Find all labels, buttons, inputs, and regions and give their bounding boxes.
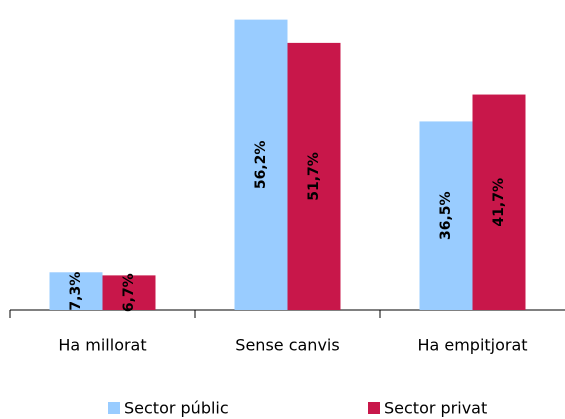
value-label: 7,3% [68, 272, 84, 311]
x-tick-label: Ha empitjorat [417, 336, 527, 355]
bar [472, 94, 526, 310]
value-label: 51,7% [306, 152, 322, 201]
bar [49, 272, 103, 310]
bar [102, 275, 156, 310]
bar [287, 42, 341, 311]
legend-label: Sector públic [124, 399, 229, 418]
value-label: 36,5% [438, 191, 454, 240]
bar [419, 121, 473, 311]
value-label: 41,7% [491, 178, 507, 227]
value-label: 56,2% [253, 141, 269, 190]
legend-label: Sector privat [384, 399, 487, 418]
legend-swatch [368, 402, 380, 414]
bar [234, 19, 288, 311]
x-tick-label: Sense canvis [235, 336, 339, 355]
value-label: 6,7% [121, 273, 137, 312]
legend-swatch [108, 402, 120, 414]
x-tick-label: Ha millorat [58, 336, 146, 355]
